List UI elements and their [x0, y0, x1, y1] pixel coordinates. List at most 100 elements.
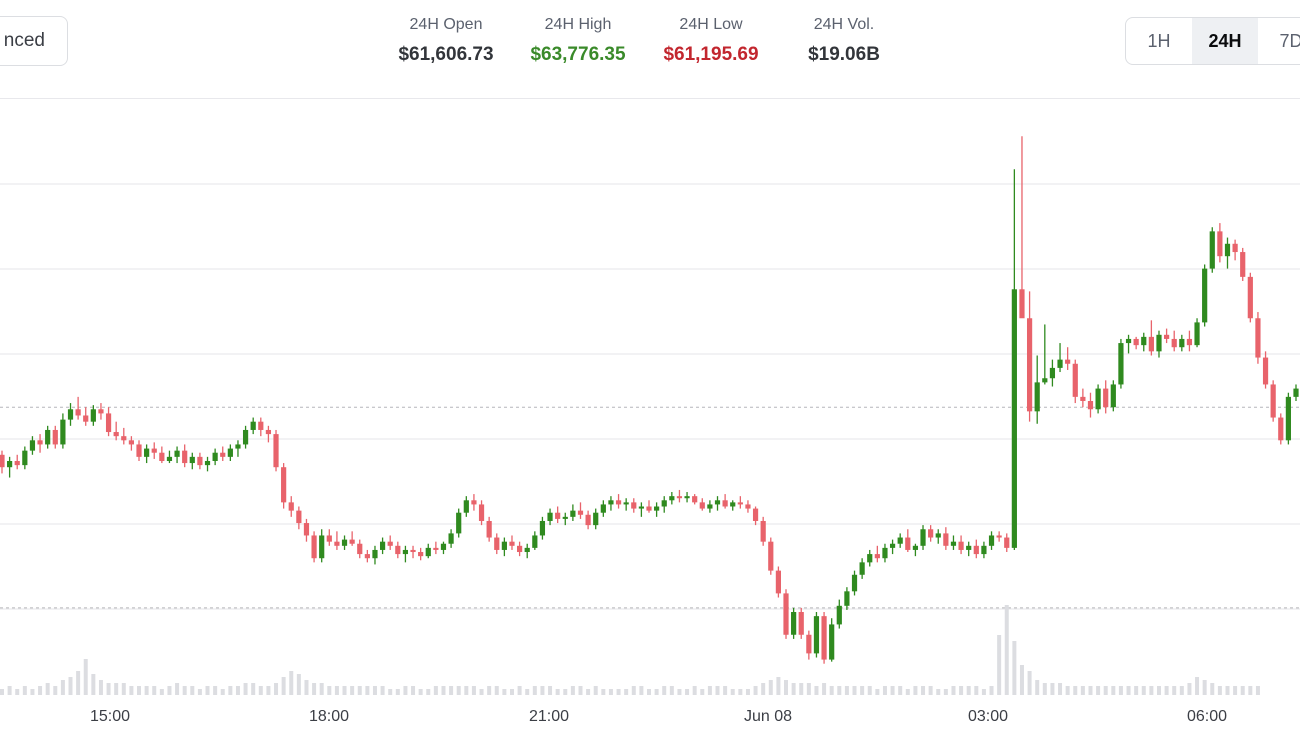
volume-bar	[1088, 686, 1093, 695]
volume-bar	[274, 683, 279, 695]
volume-bar	[951, 686, 956, 695]
volume-bar	[540, 686, 545, 695]
x-tick-label: 03:00	[968, 708, 1008, 725]
candle-body	[692, 496, 698, 503]
volume-bar	[1240, 686, 1245, 695]
volume-bar	[1050, 683, 1055, 695]
range-7d[interactable]: 7D	[1279, 30, 1300, 51]
candle-body	[882, 547, 888, 559]
candle-body	[859, 562, 865, 575]
candle-body	[912, 545, 919, 550]
volume-bar	[235, 686, 240, 695]
candle-body	[966, 545, 972, 550]
candle-body	[791, 612, 797, 635]
candle-body	[501, 541, 507, 550]
volume-bar	[860, 686, 865, 695]
candle-body	[14, 460, 20, 466]
stat-24h-open: 24H Open $61,606.73	[380, 16, 512, 66]
range-24h[interactable]: 24H	[1192, 18, 1258, 64]
candle-body	[943, 533, 949, 546]
candle-body	[60, 419, 66, 445]
candles	[0, 136, 1299, 664]
stat-value: $61,606.73	[398, 44, 494, 65]
candle-body	[806, 634, 812, 654]
volume-bar	[563, 689, 568, 695]
candle-body	[638, 506, 644, 509]
candle-body	[334, 541, 340, 546]
candle-body	[29, 440, 36, 451]
volume-bar	[844, 686, 849, 695]
volume-bar	[509, 689, 514, 695]
candle-body	[783, 593, 789, 635]
candle-body	[37, 440, 43, 445]
volume-bar	[380, 686, 385, 695]
volume-bar	[1012, 641, 1017, 695]
candle-body	[905, 537, 911, 550]
candle-body	[235, 444, 241, 449]
volume-bar	[106, 683, 111, 695]
candle-body	[1026, 318, 1033, 412]
candle-body	[897, 537, 903, 544]
volume-bar	[532, 686, 537, 695]
candle-body	[1247, 276, 1253, 319]
volume-bar	[1255, 686, 1260, 695]
candle-body	[874, 554, 880, 559]
candle-body	[281, 467, 287, 503]
candle-body	[509, 541, 515, 546]
volume-bar	[38, 686, 43, 695]
candle-body	[311, 535, 317, 559]
volume-bar	[1164, 686, 1169, 695]
candle-body	[867, 554, 873, 563]
candle-body	[1285, 396, 1291, 441]
candle-body	[1209, 231, 1215, 269]
volume-bar	[829, 686, 834, 695]
candle-body	[928, 529, 934, 538]
volume-bar	[624, 689, 629, 695]
time-range-selector: 1H 24H 7D	[1125, 17, 1300, 65]
candle-body	[288, 502, 294, 511]
volume-bar	[822, 683, 827, 695]
volume-bar	[91, 674, 96, 695]
candle-body	[1042, 378, 1048, 383]
volume-bar	[852, 686, 857, 695]
grid-lines	[0, 183, 1300, 610]
volume-bar	[601, 689, 606, 695]
candle-body	[1049, 367, 1056, 379]
candle-body	[958, 541, 964, 550]
volume-bar	[1103, 686, 1108, 695]
volume-bar	[867, 686, 872, 695]
stat-label: 24H Vol.	[813, 16, 875, 33]
candle-body	[128, 440, 134, 445]
x-tick-label: 18:00	[309, 708, 349, 725]
range-1h[interactable]: 1H	[1147, 30, 1171, 51]
volume-bar	[243, 683, 248, 695]
volume-bar	[1035, 680, 1040, 695]
candle-body	[433, 547, 439, 550]
candle-body	[212, 452, 218, 461]
x-tick-label: Jun 08	[744, 708, 792, 725]
volume-bar	[959, 686, 964, 695]
candle-body	[410, 549, 416, 553]
volume-bar	[197, 689, 202, 695]
candle-body	[402, 549, 409, 555]
candle-body	[1133, 338, 1139, 346]
volume-bar	[905, 689, 910, 695]
volume-bar	[426, 689, 431, 695]
candle-body	[737, 502, 743, 505]
volume-bar	[30, 689, 35, 695]
candle-body	[851, 574, 858, 592]
candle-body	[1270, 384, 1276, 418]
candle-body	[600, 504, 606, 513]
volume-bar	[791, 683, 796, 695]
volume-bar	[403, 686, 408, 695]
volume-bar	[190, 686, 195, 695]
volume-bar	[745, 689, 750, 695]
advanced-button[interactable]: nced	[0, 16, 68, 66]
candle-body	[1224, 243, 1231, 257]
volume-bar	[799, 683, 804, 695]
volume-bar	[76, 671, 81, 695]
candle-body	[189, 456, 195, 464]
volume-bar	[388, 689, 393, 695]
volume-bar	[966, 686, 971, 695]
